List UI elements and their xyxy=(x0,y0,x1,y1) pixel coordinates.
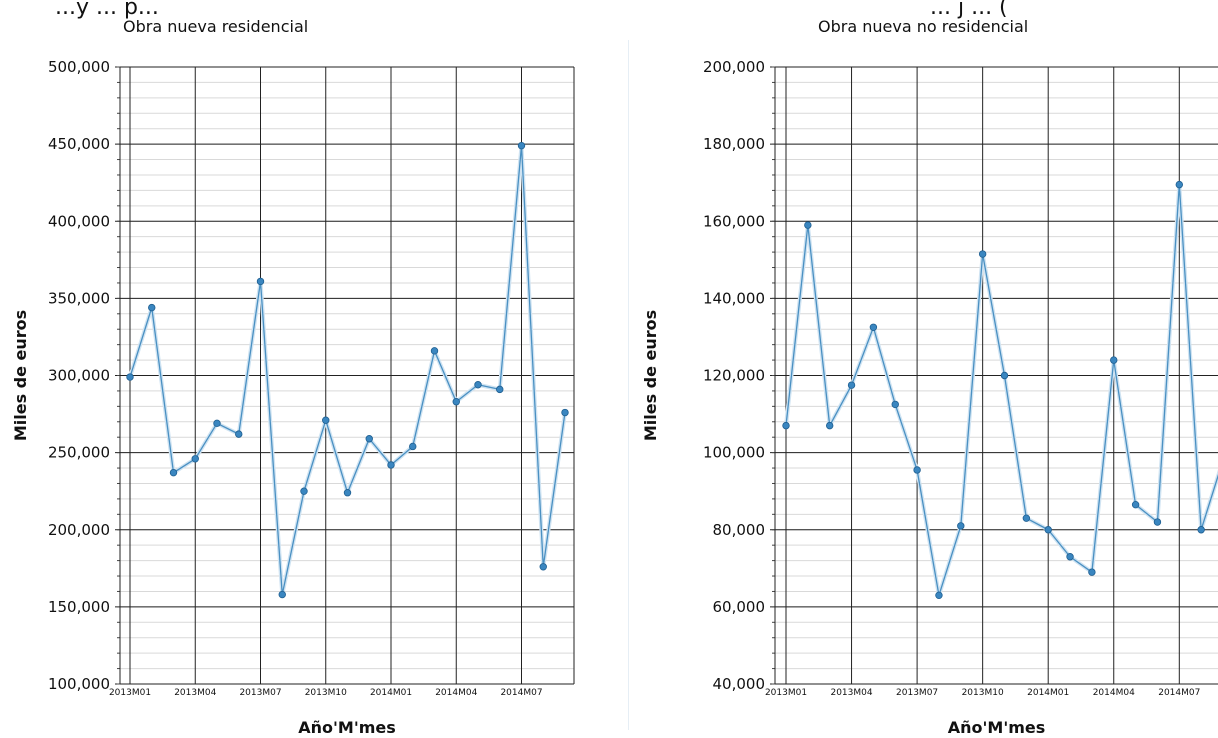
data-point[interactable] xyxy=(213,419,221,428)
y-tick-label: 80,000 xyxy=(713,521,766,539)
line-chart-0: ...y ... p...Obra nueva residencial 100,0… xyxy=(11,0,575,737)
y-tick-label: 40,000 xyxy=(713,675,766,693)
data-point[interactable] xyxy=(913,466,921,474)
y-tick-label: 60,000 xyxy=(713,598,766,616)
x-tick-label: 2014M01 xyxy=(370,688,412,698)
data-point[interactable] xyxy=(256,277,265,286)
line-chart-1: ... j ... ( Obra nueva no residencial 40,… xyxy=(641,0,1218,737)
y-tick-label: 250,000 xyxy=(48,444,110,462)
x-axis-label: Año'M'mes xyxy=(298,718,396,737)
chart-title: Obra nueva residencial xyxy=(123,17,308,36)
data-point[interactable] xyxy=(169,468,178,477)
y-tick-label: 180,000 xyxy=(703,135,765,153)
x-tick-label: 2013M04 xyxy=(830,688,872,698)
y-axis-label: Miles de euros xyxy=(11,310,30,441)
y-tick-label: 140,000 xyxy=(703,289,765,307)
data-point[interactable] xyxy=(430,347,439,355)
data-point[interactable] xyxy=(148,303,156,312)
x-tick-label: 2013M01 xyxy=(109,688,151,698)
data-point[interactable] xyxy=(343,489,352,497)
y-tick-label: 120,000 xyxy=(703,367,765,385)
y-tick-label: 100,000 xyxy=(48,675,110,693)
y-tick-label: 160,000 xyxy=(703,212,765,230)
top-title-fragment: ...y ... p... xyxy=(55,0,159,20)
data-point[interactable] xyxy=(1110,356,1118,364)
x-tick-label: 2013M10 xyxy=(962,688,1004,698)
x-tick-label: 2013M04 xyxy=(174,688,216,698)
y-axis-label: Miles de euros xyxy=(641,310,660,441)
data-point[interactable] xyxy=(1022,514,1031,522)
data-point[interactable] xyxy=(782,421,790,430)
x-tick-label: 2013M07 xyxy=(896,688,938,698)
data-point[interactable] xyxy=(804,221,812,229)
data-point[interactable] xyxy=(1175,180,1183,189)
chart-title: Obra nueva no residencial xyxy=(818,17,1028,36)
data-point[interactable] xyxy=(1088,568,1096,576)
data-point[interactable] xyxy=(387,461,395,469)
data-point[interactable] xyxy=(365,435,373,443)
data-point[interactable] xyxy=(825,421,834,430)
y-tick-label: 350,000 xyxy=(48,289,110,307)
data-point[interactable] xyxy=(1044,526,1052,534)
data-point[interactable] xyxy=(496,385,504,394)
data-point[interactable] xyxy=(300,487,308,495)
x-tick-label: 2014M07 xyxy=(500,688,542,698)
data-point[interactable] xyxy=(1000,371,1009,380)
chart-divider xyxy=(628,40,629,730)
y-tick-label: 400,000 xyxy=(48,212,110,230)
y-tick-label: 100,000 xyxy=(703,444,765,462)
data-point[interactable] xyxy=(1066,553,1074,561)
top-title-fragment: ... j ... ( xyxy=(930,0,1008,20)
x-tick-label: 2013M01 xyxy=(765,688,807,698)
data-point[interactable] xyxy=(452,398,460,406)
data-point[interactable] xyxy=(935,591,943,600)
y-tick-label: 200,000 xyxy=(48,521,110,539)
data-point[interactable] xyxy=(1197,526,1205,534)
data-point[interactable] xyxy=(539,563,547,571)
data-point[interactable] xyxy=(869,323,878,331)
x-axis-label: Año'M'mes xyxy=(948,718,1046,737)
data-point[interactable] xyxy=(847,381,856,389)
data-point[interactable] xyxy=(957,522,965,530)
data-point[interactable] xyxy=(891,400,899,409)
data-point[interactable] xyxy=(978,250,987,258)
x-tick-label: 2014M04 xyxy=(1093,688,1135,698)
data-point[interactable] xyxy=(322,416,330,424)
data-point[interactable] xyxy=(409,442,417,451)
y-tick-label: 300,000 xyxy=(48,367,110,385)
data-point[interactable] xyxy=(1131,500,1140,509)
x-tick-label: 2013M10 xyxy=(305,688,347,698)
data-point[interactable] xyxy=(517,141,526,150)
y-tick-label: 450,000 xyxy=(48,135,110,153)
x-tick-label: 2014M04 xyxy=(435,688,477,698)
y-tick-label: 200,000 xyxy=(703,58,765,76)
chart-obra-nueva-no-residencial: ... j ... ( Obra nueva no residencial 40,… xyxy=(630,0,1218,738)
data-point[interactable] xyxy=(235,430,243,438)
data-point[interactable] xyxy=(474,381,482,389)
data-point[interactable] xyxy=(561,408,569,417)
chart-obra-nueva-residencial: ...y ... p... Obra nueva residencial 100,0… xyxy=(11,0,575,737)
data-point[interactable] xyxy=(191,455,199,463)
data-point[interactable] xyxy=(1153,518,1162,526)
y-tick-label: 500,000 xyxy=(48,58,110,76)
x-tick-label: 2013M07 xyxy=(239,688,281,698)
x-tick-label: 2014M07 xyxy=(1158,688,1200,698)
data-point[interactable] xyxy=(126,373,134,381)
data-point[interactable] xyxy=(278,590,286,599)
y-tick-label: 150,000 xyxy=(48,598,110,616)
x-tick-label: 2014M01 xyxy=(1027,688,1069,698)
